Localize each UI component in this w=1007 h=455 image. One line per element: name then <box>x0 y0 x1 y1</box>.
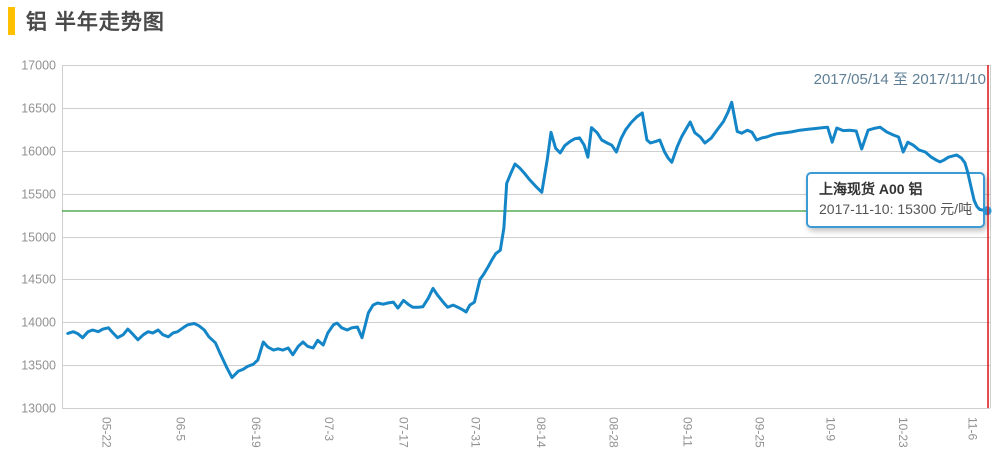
x-axis-tick-label: 05-22 <box>100 417 114 448</box>
tooltip: 上海现货 A00 铝 2017-11-10: 15300 元/吨 <box>806 172 986 228</box>
x-axis-tick-label: 09-25 <box>752 417 766 448</box>
x-axis-tick-label: 08-28 <box>607 417 621 448</box>
y-axis-tick-label: 16500 <box>21 102 56 116</box>
y-axis-tick-label: 14000 <box>21 316 56 330</box>
y-axis-tick-label: 14500 <box>21 273 56 287</box>
x-axis-tick-label: 10-23 <box>896 417 910 448</box>
x-axis-tick-label: 07-31 <box>468 417 482 448</box>
chart-header: 铝 半年走势图 <box>8 6 165 36</box>
x-axis-tick-label: 10-9 <box>823 417 837 441</box>
x-axis-tick-label: 07-3 <box>322 417 336 441</box>
x-axis-tick-label: 07-17 <box>396 417 410 448</box>
tooltip-series-name: 上海现货 A00 铝 <box>819 181 923 197</box>
y-axis-tick-label: 17000 <box>21 59 56 73</box>
title-accent-bar <box>8 7 15 35</box>
x-axis-tick-label: 06-19 <box>249 417 263 448</box>
tooltip-value: 2017-11-10: 15300 元/吨 <box>819 201 973 218</box>
page-title: 铝 半年走势图 <box>26 11 165 34</box>
x-axis-tick-label: 06-5 <box>173 417 187 441</box>
x-axis-tick-label: 09-11 <box>680 417 694 447</box>
y-axis-tick-label: 15000 <box>21 231 56 245</box>
x-axis-tick-label: 11-6 <box>965 417 979 440</box>
y-axis-tick-label: 13500 <box>21 359 56 373</box>
y-axis-tick-label: 13000 <box>21 402 56 416</box>
y-axis-tick-label: 15500 <box>21 188 56 202</box>
date-range-label: 2017/05/14 至 2017/11/10 <box>813 71 986 88</box>
x-axis-tick-label: 08-14 <box>534 417 548 448</box>
y-axis-tick-label: 16000 <box>21 145 56 159</box>
